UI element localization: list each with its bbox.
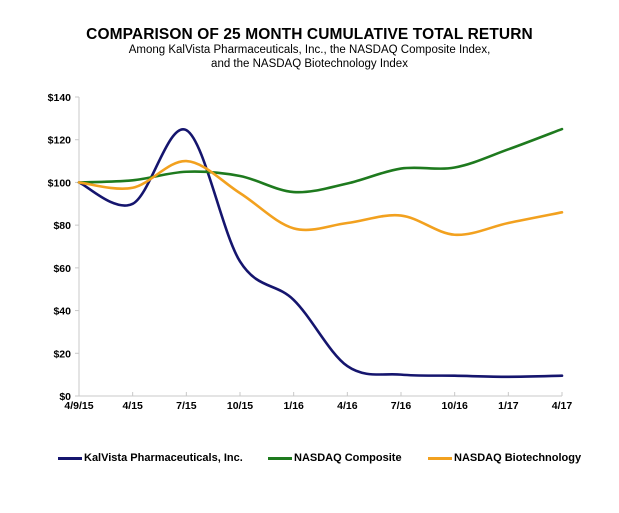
x-axis-ticks: 4/9/15 4/15 7/15 10/15 1/16 4/16 7/16 10/16 1/17… [64,392,572,412]
x-tick-label: 4/15 [122,400,143,412]
x-tick-label: 7/16 [391,400,412,412]
x-tick-label: 1/16 [283,400,304,412]
legend-swatch-kalvista [58,456,82,460]
chart-subtitle-line-1: Among KalVista Pharmaceuticals, Inc., th… [128,44,491,56]
x-tick-label: 4/9/15 [64,400,93,412]
chart-subtitle-line-2: and the NASDAQ Biotechnology Index [211,58,408,70]
y-tick-label: $0 [59,391,71,403]
series-line-nasdaq-composite [77,127,564,194]
y-tick-label: $20 [53,348,71,360]
legend-item-nasdaq-biotechnology: NASDAQ Biotechnology [428,452,581,464]
legend: KalVista Pharmaceuticals, Inc. NASDAQ Co… [0,452,619,470]
y-tick-label: $40 [53,306,71,318]
axes [78,97,562,397]
x-tick-label: 4/16 [337,400,358,412]
legend-item-kalvista: KalVista Pharmaceuticals, Inc. [58,452,243,464]
legend-label-nasdaq-composite: NASDAQ Composite [294,452,402,464]
y-tick-label: $100 [48,177,72,189]
legend-label-nasdaq-biotechnology: NASDAQ Biotechnology [454,452,582,464]
y-tick-label: $60 [53,263,71,275]
y-axis-ticks: $0 $20 $40 $60 $80 $100 $120 $140 [48,92,79,403]
x-tick-label: 4/17 [552,400,573,412]
legend-item-nasdaq-composite: NASDAQ Composite [268,452,402,464]
x-tick-label: 7/15 [176,400,197,412]
chart-title: COMPARISON OF 25 MONTH CUMULATIVE TOTAL … [86,26,533,43]
x-tick-label: 1/17 [498,400,519,412]
legend-swatch-nasdaq-biotechnology [428,456,452,460]
x-tick-label: 10/15 [227,400,253,412]
series-lines [77,127,564,379]
y-tick-label: $140 [48,92,72,104]
x-tick-label: 10/16 [442,400,468,412]
legend-label-kalvista: KalVista Pharmaceuticals, Inc. [84,452,243,464]
y-tick-label: $80 [53,220,71,232]
y-tick-label: $120 [48,135,72,147]
legend-swatch-nasdaq-composite [268,456,292,460]
series-line-nasdaq-biotechnology [77,159,564,237]
series-line-kalvista [77,128,564,379]
